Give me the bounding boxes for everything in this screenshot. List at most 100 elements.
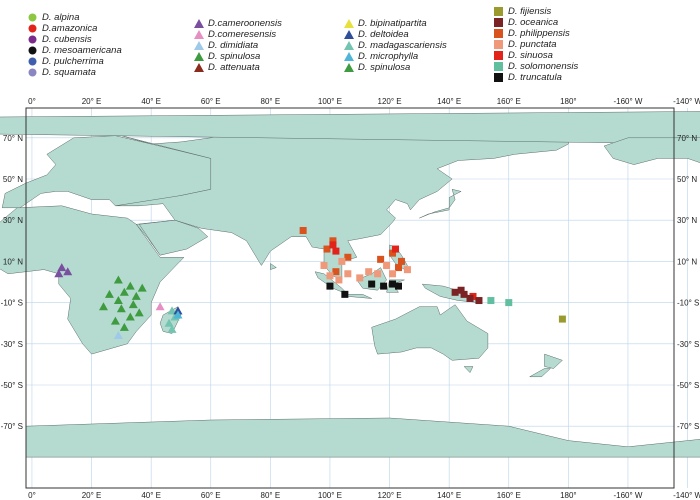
legend-label: D. spinulosa	[358, 62, 411, 73]
landmass-northamerica	[603, 136, 700, 165]
coordinate-label: -70° S	[677, 422, 699, 431]
legend-label: D. microphylla	[358, 51, 419, 62]
coordinate-label: 30° N	[677, 216, 697, 225]
occurrence-marker	[113, 275, 123, 284]
landmass-nz2	[528, 368, 552, 378]
occurrence-marker	[173, 310, 183, 319]
world-map: 0° 0° 20° E 20° E 40° E 40° E 60° E 60° E 80° E 8…	[0, 97, 700, 500]
legend-symbol	[344, 63, 354, 72]
landmass-africa	[0, 205, 185, 355]
occurrence-marker	[63, 267, 73, 276]
occurrence-markers	[54, 227, 566, 340]
occurrence-marker	[98, 302, 108, 311]
legend-label: D.comeresensis	[208, 29, 277, 40]
legend-symbol	[194, 30, 204, 39]
coordinate-label: 180°	[560, 97, 577, 106]
occurrence-marker	[374, 270, 382, 278]
coordinate-label: 80° E	[261, 97, 281, 106]
coordinate-labels: 0° 0° 20° E 20° E 40° E 40° E 60° E 60° E 80° E 8…	[1, 97, 700, 500]
coordinate-label: -30° S	[1, 340, 23, 349]
legend-item: D. pulcherrima	[28, 56, 104, 67]
legend-symbol	[344, 30, 354, 39]
occurrence-marker	[403, 266, 411, 274]
occurrence-marker	[326, 272, 334, 280]
occurrence-marker	[392, 245, 400, 253]
legend-item: D. sinuosa	[494, 50, 553, 61]
coordinate-label: 60° E	[201, 97, 221, 106]
coordinate-label: 160° E	[497, 97, 521, 106]
occurrence-marker	[460, 290, 468, 298]
legend-symbol	[194, 52, 204, 61]
occurrence-marker	[128, 300, 138, 309]
landmass-arabia_fill	[138, 219, 209, 256]
legend-label: D. mesoamericana	[42, 45, 122, 56]
landmass-srilanka	[270, 263, 277, 270]
legend-item: D. squamata	[28, 67, 96, 78]
occurrence-marker	[131, 291, 141, 300]
legend-label: D. punctata	[508, 39, 557, 50]
legend-item: D. fijiensis	[494, 6, 551, 17]
landmass-australia	[371, 304, 489, 361]
legend-symbol	[494, 62, 503, 71]
occurrence-marker	[116, 304, 126, 313]
occurrence-marker	[341, 290, 349, 298]
occurrence-marker	[104, 289, 114, 298]
occurrence-marker	[466, 294, 474, 302]
coordinate-label: 120° E	[378, 491, 402, 500]
legend: D. alpina D.amazonica D. cubensis D. mes…	[0, 0, 700, 92]
legend-item: D. solomonensis	[494, 61, 579, 72]
occurrence-marker	[487, 297, 495, 305]
legend-symbol	[28, 68, 37, 77]
legend-item: D. mesoamericana	[28, 45, 122, 56]
legend-symbol	[344, 19, 354, 28]
occurrence-marker	[299, 227, 307, 234]
legend-symbol	[28, 24, 37, 33]
coordinate-label: 160° E	[497, 491, 521, 500]
landmass-japan	[419, 188, 462, 219]
occurrence-marker	[395, 282, 402, 290]
occurrence-marker	[125, 281, 135, 290]
legend-label: D. solomonensis	[508, 61, 579, 72]
coordinate-label: -70° S	[1, 422, 23, 431]
occurrence-marker	[173, 306, 183, 315]
legend-label: D. deltoidea	[358, 29, 409, 40]
legend-symbol	[194, 19, 204, 28]
coordinate-label: 0°	[28, 491, 36, 500]
legend-symbol	[28, 46, 37, 55]
occurrence-marker	[397, 257, 405, 265]
legend-item: D.amazonica	[28, 23, 98, 34]
coordinate-label: -50° S	[677, 381, 699, 390]
legend-symbol	[194, 41, 204, 50]
coordinate-label: 100° E	[318, 97, 342, 106]
legend-label: D. pulcherrima	[42, 56, 104, 67]
legend-item: D.cameroonensis	[194, 18, 282, 29]
occurrence-marker	[389, 280, 397, 288]
occurrence-marker	[377, 255, 385, 263]
legend-label: D.amazonica	[42, 23, 98, 34]
legend-label: D. squamata	[42, 67, 96, 78]
coordinate-label: 40° E	[141, 97, 161, 106]
coordinate-label: 140° E	[437, 97, 461, 106]
legend-symbol	[28, 35, 37, 44]
occurrence-marker	[389, 270, 397, 278]
coordinate-label: -10° S	[1, 299, 23, 308]
coordinate-label: 60° E	[201, 491, 221, 500]
occurrence-marker	[332, 268, 340, 276]
legend-item: D. attenuata	[194, 62, 260, 73]
legend-symbol	[494, 29, 503, 38]
coordinate-label: 70° N	[677, 134, 697, 143]
occurrence-marker	[335, 276, 343, 284]
coordinate-label: 20° E	[82, 491, 102, 500]
legend-symbol	[494, 51, 503, 60]
occurrence-marker	[323, 245, 331, 253]
landmass-java	[344, 294, 372, 299]
occurrence-marker	[344, 253, 352, 261]
coordinate-label: 50° N	[677, 175, 697, 184]
coordinate-label: -30° S	[677, 340, 699, 349]
legend-label: D. philippensis	[508, 28, 570, 39]
coordinate-label: -160° W	[613, 97, 642, 106]
occurrence-marker	[365, 268, 373, 276]
coordinate-label: 100° E	[318, 491, 342, 500]
coordinate-label: -140° W	[673, 97, 700, 106]
occurrence-marker	[368, 280, 376, 288]
